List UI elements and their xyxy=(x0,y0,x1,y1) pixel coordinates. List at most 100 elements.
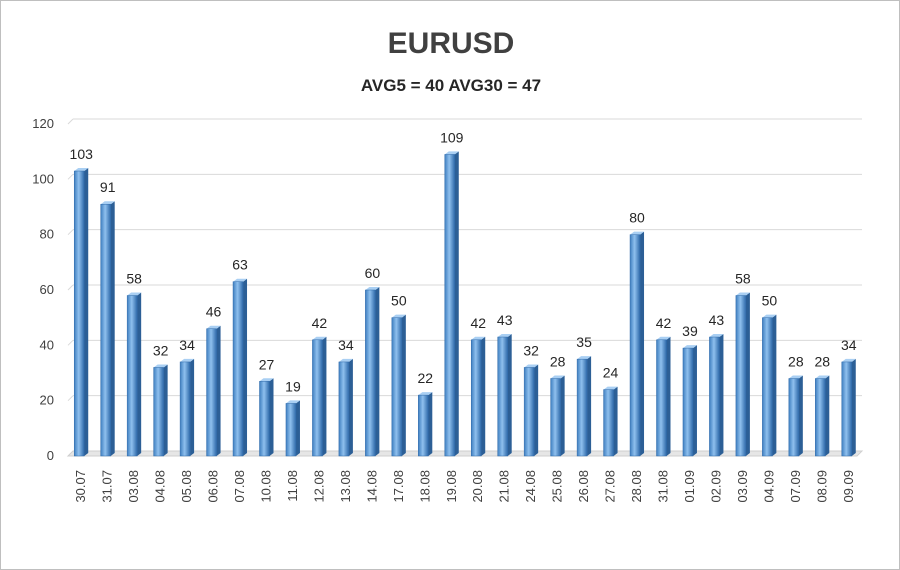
bar: 42 xyxy=(656,315,672,457)
bar-top xyxy=(180,358,195,362)
bar-front xyxy=(418,394,429,457)
data-label: 42 xyxy=(470,315,486,331)
data-label: 60 xyxy=(365,265,381,281)
bar: 32 xyxy=(153,342,169,457)
data-label: 42 xyxy=(312,315,328,331)
bar-top xyxy=(365,287,380,290)
x-tick-label: 14.08 xyxy=(364,470,379,503)
bar-top xyxy=(206,325,221,329)
x-tick-label: 10.08 xyxy=(259,470,274,503)
bar-front xyxy=(841,361,853,457)
bar-side xyxy=(216,325,221,456)
bar-top xyxy=(788,375,803,379)
y-axis: 0 20 40 60 80 100 120 xyxy=(32,116,54,463)
bar-side xyxy=(454,151,459,456)
data-label: 103 xyxy=(70,146,94,162)
chart-subtitle: AVG5 = 40 AVG30 = 47 xyxy=(360,76,542,95)
y-tick-label: 0 xyxy=(47,448,54,463)
y-tick-label: 60 xyxy=(40,282,54,297)
bar-top xyxy=(391,314,406,318)
bar-top xyxy=(233,278,248,282)
bar-side xyxy=(428,392,433,456)
data-label: 43 xyxy=(709,312,725,328)
x-tick-label: 18.08 xyxy=(417,470,432,503)
bar: 28 xyxy=(788,354,804,457)
bar-side xyxy=(745,292,750,456)
bar: 34 xyxy=(338,337,354,457)
bar-top xyxy=(550,375,565,379)
bar-top xyxy=(127,292,142,296)
x-tick-label: 25.08 xyxy=(550,470,565,503)
y-tick-label: 40 xyxy=(40,337,54,352)
bar-front xyxy=(259,381,270,457)
x-axis: 30.07 31.07 03.08 04.08 05.08 06.08 07.08 10.08… xyxy=(73,470,856,503)
bar-side xyxy=(243,278,248,456)
bar-side xyxy=(137,292,142,456)
x-tick-label: 06.08 xyxy=(206,470,221,503)
bar-side xyxy=(851,358,856,456)
bar: 50 xyxy=(762,293,777,457)
bar-side xyxy=(560,375,565,456)
bar-top xyxy=(338,358,353,362)
gridline-depth xyxy=(67,118,74,125)
bar: 28 xyxy=(815,354,830,457)
gridline-depth xyxy=(67,284,74,291)
bar-front xyxy=(391,317,403,457)
bar-front xyxy=(735,295,747,457)
data-label: 34 xyxy=(841,337,857,353)
data-label: 58 xyxy=(735,271,751,287)
bar-top xyxy=(841,358,856,362)
bar-front xyxy=(365,289,376,457)
bar-side xyxy=(825,375,830,456)
bar: 34 xyxy=(841,337,857,457)
bar-top xyxy=(630,231,645,235)
bar-front xyxy=(179,361,191,457)
bar-top xyxy=(74,168,89,172)
bar-side xyxy=(798,375,803,456)
bar-top xyxy=(444,151,459,155)
bar-top xyxy=(656,336,671,340)
bar-top xyxy=(471,336,486,340)
bar-side xyxy=(84,168,89,457)
x-tick-label: 19.08 xyxy=(444,470,459,503)
bar-front xyxy=(682,347,694,457)
bar-front xyxy=(338,361,350,457)
gridline-depth xyxy=(67,229,74,236)
x-tick-label: 20.08 xyxy=(470,470,485,503)
bar-side xyxy=(269,378,274,456)
bar: 28 xyxy=(550,354,566,457)
data-label: 28 xyxy=(550,354,566,370)
bar-top xyxy=(524,364,539,368)
bar-top xyxy=(312,336,327,340)
data-label: 91 xyxy=(100,179,116,195)
bar: 58 xyxy=(735,271,751,457)
x-tick-label: 11.08 xyxy=(285,470,300,502)
bar-front xyxy=(100,203,111,457)
data-label: 28 xyxy=(788,354,804,370)
bar: 42 xyxy=(312,315,328,457)
bar: 34 xyxy=(179,337,195,457)
bar-side xyxy=(587,356,592,456)
bar-side xyxy=(401,314,406,456)
x-tick-label: 21.08 xyxy=(497,470,512,503)
bar-front xyxy=(629,234,641,457)
data-label: 19 xyxy=(285,378,301,394)
bar-front xyxy=(73,170,85,457)
x-tick-label: 30.07 xyxy=(73,470,88,503)
data-label: 46 xyxy=(206,304,222,320)
bar: 24 xyxy=(603,365,619,457)
data-label: 39 xyxy=(682,323,698,339)
bar-front xyxy=(550,378,561,457)
bar-side xyxy=(295,400,300,456)
x-tick-label: 07.09 xyxy=(788,470,803,503)
bar-front xyxy=(815,378,826,457)
bar-front xyxy=(656,339,667,457)
y-tick-label: 100 xyxy=(32,171,54,186)
bar-front xyxy=(762,317,773,457)
data-label: 42 xyxy=(656,315,672,331)
x-tick-label: 31.08 xyxy=(656,470,671,503)
bar-front xyxy=(523,367,535,457)
x-tick-label: 08.09 xyxy=(814,470,829,503)
chart-title: EURUSD xyxy=(387,27,515,60)
